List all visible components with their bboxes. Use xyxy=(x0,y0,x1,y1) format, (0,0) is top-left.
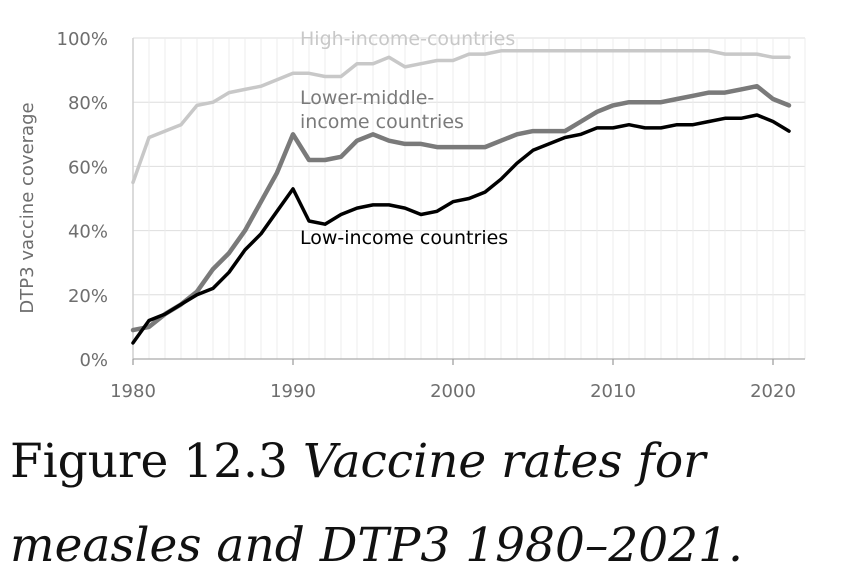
y-tick-label: 60% xyxy=(68,157,108,178)
figure-caption: Figure 12.3 Vaccine rates for measles an… xyxy=(10,420,850,588)
y-tick-label: 100% xyxy=(57,29,108,50)
series-label-line: income countries xyxy=(300,111,464,133)
y-tick-label: 40% xyxy=(68,222,108,243)
y-axis-label: DTP3 vaccine coverage xyxy=(17,102,38,313)
x-tick-label: 2000 xyxy=(430,381,476,402)
x-tick-label: 1990 xyxy=(270,381,316,402)
caption-text: Vaccine rates for measles and DTP3 1980–… xyxy=(10,434,743,573)
y-tick-label: 0% xyxy=(79,350,108,371)
caption-label: Figure 12.3 xyxy=(10,434,288,489)
axes xyxy=(132,38,805,365)
series-line-2 xyxy=(131,113,791,345)
tick-labels: 0% 20% 40% 60% 80% 100% 1980 1990 2000 2010 2020 xyxy=(57,29,796,402)
series-label-2: Low-income countries xyxy=(300,227,508,249)
series-label-line: Lower-middle- xyxy=(300,87,434,109)
x-tick-label: 2010 xyxy=(590,381,636,402)
x-tick-label: 1980 xyxy=(110,381,156,402)
series-label-1: Lower-middle-income countries xyxy=(300,87,464,133)
y-tick-label: 20% xyxy=(68,286,108,307)
series-labels: High-income-countries Lower-middle-income… xyxy=(300,28,515,249)
series-label-0: High-income-countries xyxy=(300,28,515,50)
chart: DTP3 vaccine coverage 0% 20% 40% 60% 80% 100%… xyxy=(17,28,806,402)
series-lines xyxy=(130,49,792,345)
series-label-line: Low-income countries xyxy=(300,227,508,249)
series-line-1 xyxy=(130,83,792,333)
series-label-line: High-income-countries xyxy=(300,28,515,50)
y-tick-label: 80% xyxy=(68,93,108,114)
x-tick-label: 2020 xyxy=(750,381,796,402)
series-line-0 xyxy=(131,49,791,185)
